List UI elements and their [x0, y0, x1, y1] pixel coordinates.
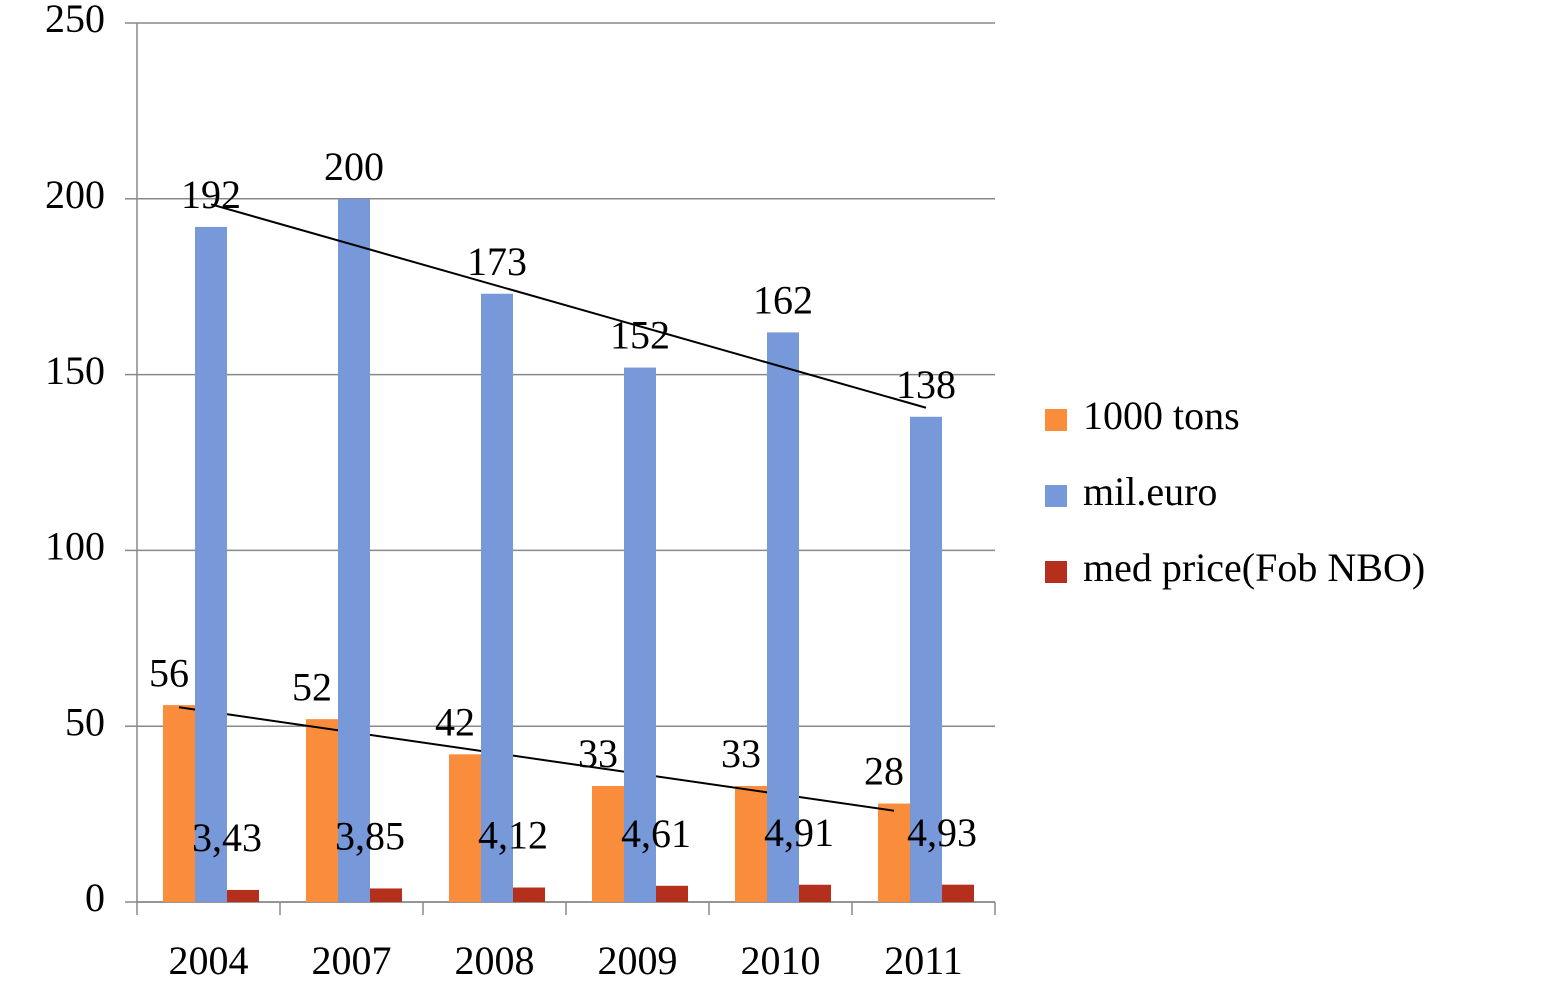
- data-label: 3,43: [192, 815, 262, 860]
- x-tick-label: 2011: [884, 938, 963, 983]
- bar: [656, 885, 688, 902]
- bar: [767, 332, 799, 903]
- data-label: 33: [721, 731, 761, 776]
- bar: [449, 754, 481, 902]
- y-tick-label: 0: [85, 875, 105, 920]
- y-tick-label: 250: [45, 0, 105, 41]
- data-label: 28: [864, 749, 904, 794]
- bar: [910, 416, 942, 902]
- legend-label: med price(Fob NBO): [1083, 545, 1425, 590]
- bar: [513, 887, 545, 902]
- bar: [592, 785, 624, 902]
- legend-label: 1000 tons: [1083, 393, 1240, 438]
- bar: [338, 198, 370, 903]
- data-label: 56: [149, 650, 189, 695]
- x-tick-label: 2010: [741, 938, 821, 983]
- legend-swatch: [1045, 485, 1067, 507]
- x-tick-label: 2008: [455, 938, 535, 983]
- bar: [735, 785, 767, 902]
- bar: [195, 226, 227, 903]
- data-label: 4,91: [764, 810, 834, 855]
- data-label: 138: [896, 362, 956, 407]
- y-tick-label: 50: [65, 699, 105, 744]
- data-label: 162: [753, 278, 813, 323]
- y-tick-label: 100: [45, 524, 105, 569]
- data-label: 4,12: [478, 813, 548, 858]
- x-tick-label: 2004: [169, 938, 249, 983]
- bar: [799, 884, 831, 902]
- data-label: 3,85: [335, 814, 405, 859]
- data-label: 4,93: [907, 810, 977, 855]
- legend-label: mil.euro: [1083, 469, 1217, 514]
- x-tick-label: 2007: [312, 938, 392, 983]
- legend-swatch: [1045, 409, 1067, 431]
- legend-swatch: [1045, 561, 1067, 583]
- bar: [306, 719, 338, 902]
- y-tick-label: 200: [45, 172, 105, 217]
- data-label: 200: [324, 144, 384, 189]
- data-label: 4,61: [621, 811, 691, 856]
- bar: [878, 803, 910, 902]
- bar: [481, 293, 513, 902]
- y-tick-label: 150: [45, 348, 105, 393]
- x-tick-label: 2009: [598, 938, 678, 983]
- bar: [227, 889, 259, 902]
- bar: [163, 705, 195, 902]
- data-label: 52: [292, 664, 332, 709]
- bar: [370, 888, 402, 902]
- data-label: 42: [435, 699, 475, 744]
- bar: [624, 367, 656, 902]
- trendline: [210, 203, 927, 409]
- data-label: 173: [467, 239, 527, 284]
- bar: [942, 884, 974, 902]
